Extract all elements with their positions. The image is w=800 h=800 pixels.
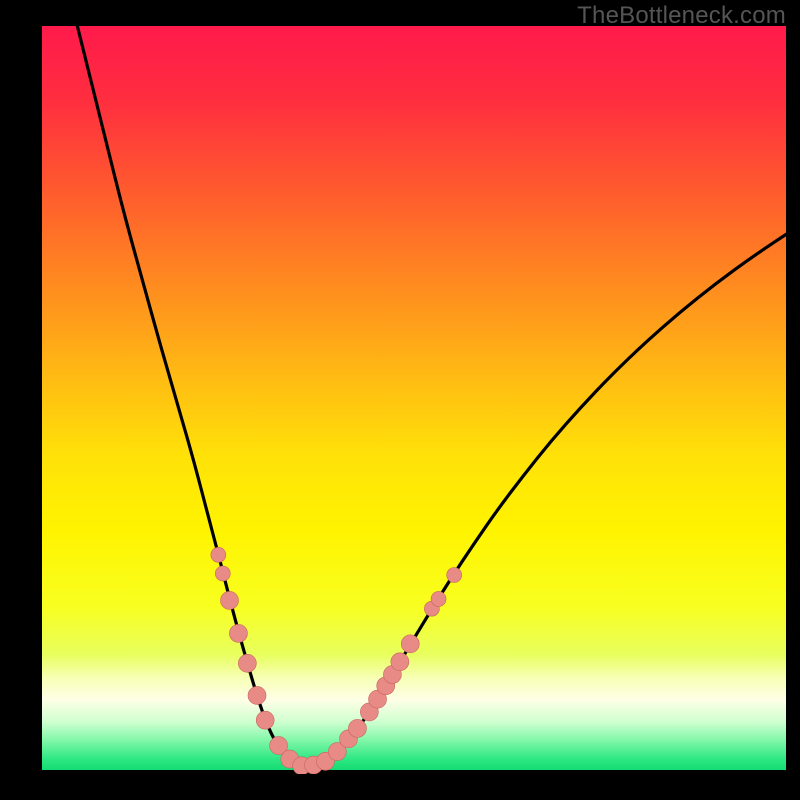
curve-marker [431, 591, 446, 606]
curve-layer [42, 26, 786, 774]
curve-marker [348, 719, 366, 737]
curve-marker [238, 654, 256, 672]
marker-group [211, 547, 462, 774]
curve-marker [220, 591, 238, 609]
curve-marker [229, 624, 247, 642]
curve-marker [447, 568, 462, 583]
curve-marker [211, 547, 226, 562]
curve-marker [215, 566, 230, 581]
curve-marker [391, 653, 409, 671]
curve-marker [248, 686, 266, 704]
plot-area [42, 26, 786, 774]
bottleneck-curve [68, 26, 786, 766]
curve-marker [401, 635, 419, 653]
curve-marker [256, 711, 274, 729]
watermark-text: TheBottleneck.com [577, 2, 786, 30]
